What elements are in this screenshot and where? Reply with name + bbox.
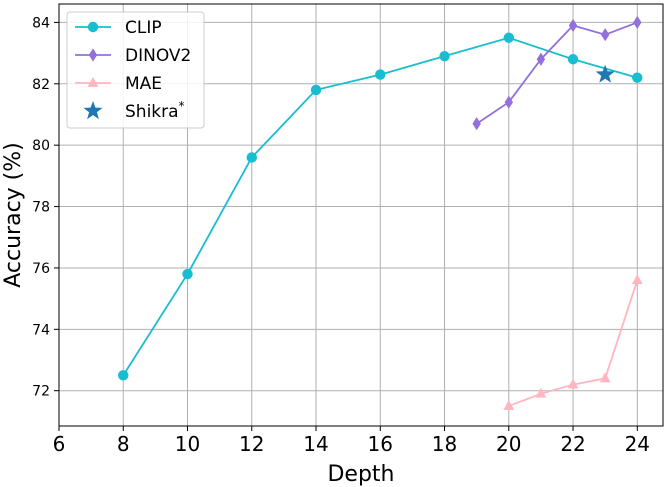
legend-label-text: DINOV2 <box>125 46 191 66</box>
legend-label-text: MAE <box>125 74 162 94</box>
data-point-clip <box>310 84 322 96</box>
legend-label: MAE <box>125 74 162 94</box>
y-tick-label: 74 <box>32 322 50 338</box>
y-tick-label: 78 <box>32 200 50 216</box>
axis-ticks: 6 8 10 12 14 16 18 20 22 24 72 74 76 78 80 82 84 <box>32 15 650 456</box>
x-tick-label: 12 <box>239 432 264 456</box>
x-tick-label: 16 <box>368 432 393 456</box>
plot-frame <box>58 3 664 427</box>
data-point-dinov2 <box>536 52 546 66</box>
legend-marker-mae <box>87 77 99 87</box>
data-point-dinov2 <box>504 95 513 109</box>
x-tick-label: 20 <box>496 432 521 456</box>
series-shikra <box>595 64 615 83</box>
series-layer <box>118 15 643 410</box>
y-tick-label: 80 <box>32 138 50 154</box>
legend-item-shikra: Shikra* <box>83 99 185 122</box>
legend: CLIP DINOV2 MAE Shikra* <box>66 11 205 129</box>
data-point-mae <box>567 378 579 389</box>
legend-label: Shikra* <box>125 99 185 122</box>
data-point-dinov2 <box>568 18 578 33</box>
y-axis-label: Accuracy (%) <box>1 142 26 288</box>
data-point-dinov2 <box>600 28 610 42</box>
data-point-clip <box>439 50 450 62</box>
data-point-shikra <box>595 64 615 83</box>
y-tick-label: 82 <box>32 77 50 93</box>
x-tick-label: 14 <box>303 432 328 456</box>
data-point-clip <box>503 32 514 43</box>
series-mae <box>503 274 643 410</box>
x-tick-label: 18 <box>432 432 457 456</box>
legend-label-text: CLIP <box>125 18 162 38</box>
legend-item-dinov2: DINOV2 <box>75 46 191 66</box>
y-tick-label: 76 <box>32 261 50 277</box>
legend-box <box>66 11 205 129</box>
data-point-dinov2 <box>633 15 642 30</box>
y-tick-label: 72 <box>32 384 50 400</box>
legend-marker-clip <box>87 21 99 33</box>
data-point-mae <box>599 372 611 383</box>
data-point-clip <box>118 370 129 381</box>
data-point-clip <box>567 54 579 65</box>
data-point-dinov2 <box>472 117 481 131</box>
x-tick-label: 24 <box>625 432 650 456</box>
legend-item-clip: CLIP <box>75 18 162 38</box>
legend-label: CLIP <box>125 18 162 38</box>
legend-marker-shikra <box>83 101 103 120</box>
data-point-mae <box>631 274 643 285</box>
series-line-dinov2 <box>476 21 638 125</box>
legend-label-text: Shikra <box>125 102 179 122</box>
x-tick-label: 6 <box>53 432 66 456</box>
x-tick-label: 8 <box>117 432 130 456</box>
series-dinov2 <box>472 15 642 131</box>
y-tick-label: 84 <box>32 15 50 31</box>
data-point-clip <box>182 268 193 280</box>
data-point-clip <box>375 69 386 80</box>
data-point-mae <box>535 387 547 398</box>
legend-label-superscript: * <box>179 99 185 113</box>
x-tick-label: 22 <box>560 432 585 456</box>
data-point-clip <box>632 72 643 83</box>
x-tick-label: 10 <box>175 432 200 456</box>
data-point-mae <box>503 400 515 410</box>
legend-label: DINOV2 <box>125 46 191 66</box>
x-axis-label: Depth <box>327 462 394 487</box>
legend-marker-dinov2 <box>88 48 98 62</box>
data-point-clip <box>246 152 257 163</box>
legend-item-mae: MAE <box>75 74 162 94</box>
series-clip <box>118 32 643 381</box>
